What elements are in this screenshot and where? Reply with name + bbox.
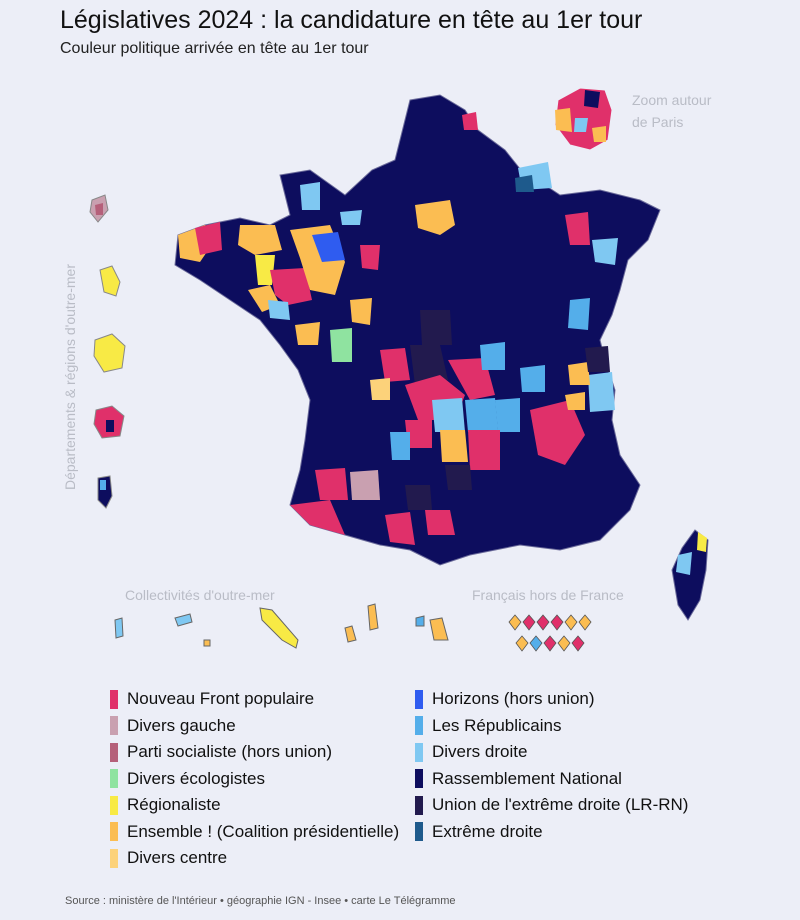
abroad-label: Français hors de France xyxy=(472,587,624,603)
legend-item: Divers gauche xyxy=(110,713,415,740)
legend-swatch xyxy=(110,769,118,789)
abroad-constituencies xyxy=(508,614,592,652)
legend-label: Divers gauche xyxy=(127,715,236,735)
legend-label: Régionaliste xyxy=(127,795,221,815)
legend-item: Nouveau Front populaire xyxy=(110,686,415,713)
legend-label: Nouveau Front populaire xyxy=(127,689,315,709)
legend-item: Ensemble ! (Coalition présidentielle) xyxy=(110,819,415,846)
legend-swatch xyxy=(110,822,118,842)
legend-label: Ensemble ! (Coalition présidentielle) xyxy=(127,821,400,841)
paris-zoom xyxy=(554,87,613,151)
legend-swatch xyxy=(110,689,118,709)
legend-swatch xyxy=(415,716,423,736)
legend-swatch xyxy=(110,742,118,762)
paris-zoom-label: Zoom autour xyxy=(632,92,712,108)
legend-item: Divers écologistes xyxy=(110,766,415,793)
legend-swatch xyxy=(415,795,423,815)
legend-item: Horizons (hors union) xyxy=(415,686,720,713)
overseas-collectivities xyxy=(114,603,449,649)
legend-label: Rassemblement National xyxy=(432,768,622,788)
election-map: Zoom autour de Paris Départements & régi… xyxy=(62,87,712,652)
legend-item: Régionaliste xyxy=(110,792,415,819)
paris-zoom-label: de Paris xyxy=(632,114,683,130)
legend-swatch xyxy=(415,689,423,709)
legend-item: Extrême droite xyxy=(415,819,720,846)
legend-swatch xyxy=(415,822,423,842)
overseas-collectivities-label: Collectivités d'outre-mer xyxy=(125,587,275,603)
map-title: Législatives 2024 : la candidature en tê… xyxy=(60,6,643,34)
legend-item: Divers centre xyxy=(110,845,415,872)
legend-swatch xyxy=(110,848,118,868)
legend-item: Union de l'extrême droite (LR-RN) xyxy=(415,792,720,819)
legend-label: Parti socialiste (hors union) xyxy=(127,742,333,762)
legend-item: Parti socialiste (hors union) xyxy=(110,739,415,766)
constituencies xyxy=(178,112,618,545)
legend-label: Divers écologistes xyxy=(127,768,265,788)
corsica-region xyxy=(676,552,692,575)
legend-label: Les Républicains xyxy=(432,715,562,735)
legend-swatch xyxy=(415,769,423,789)
legend-label: Divers droite xyxy=(432,742,528,762)
legend: Nouveau Front populaire Divers gauche Part… xyxy=(110,686,730,872)
overseas-departments xyxy=(89,194,126,509)
legend-swatch xyxy=(110,716,118,736)
map-subtitle: Couleur politique arrivée en tête au 1er… xyxy=(60,40,369,57)
legend-label: Extrême droite xyxy=(432,821,543,841)
legend-item: Divers droite xyxy=(415,739,720,766)
source-note: Source : ministère de l'Intérieur • géog… xyxy=(65,895,456,907)
legend-swatch xyxy=(110,795,118,815)
overseas-departments-label: Départements & régions d'outre-mer xyxy=(62,264,78,490)
legend-label: Divers centre xyxy=(127,848,228,868)
legend-item: Rassemblement National xyxy=(415,766,720,793)
corsica-region xyxy=(697,532,707,552)
legend-label: Union de l'extrême droite (LR-RN) xyxy=(432,795,689,815)
legend-label: Horizons (hors union) xyxy=(432,689,595,709)
legend-item: Les Républicains xyxy=(415,713,720,740)
legend-swatch xyxy=(415,742,423,762)
